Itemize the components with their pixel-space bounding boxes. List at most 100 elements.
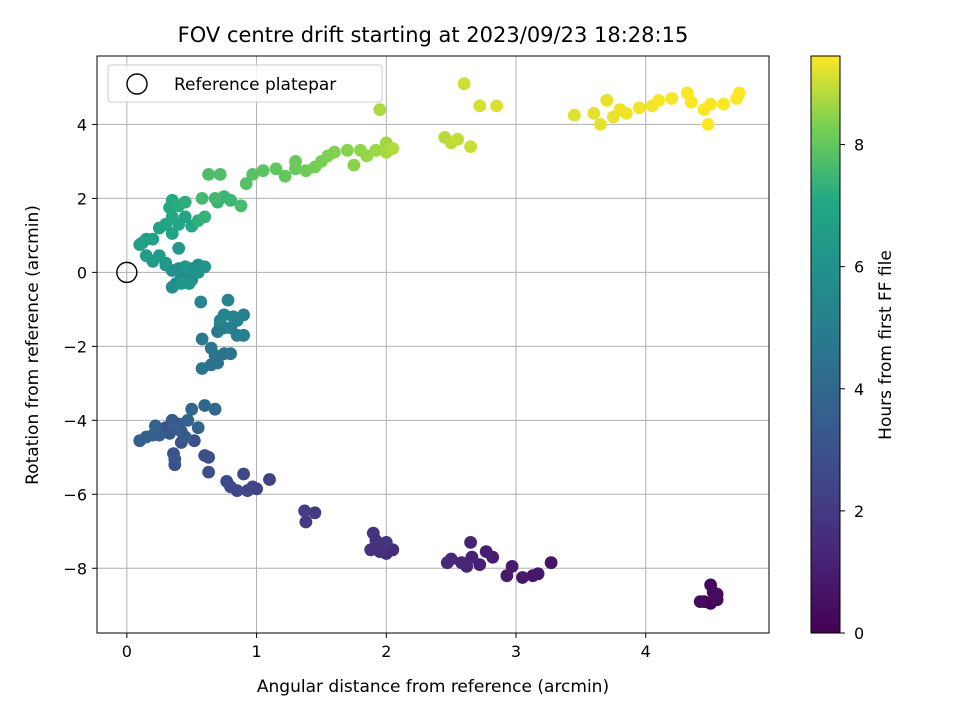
data-point xyxy=(237,328,251,342)
data-point xyxy=(208,192,222,205)
data-point xyxy=(347,158,361,172)
data-point xyxy=(133,434,147,448)
data-point xyxy=(202,168,216,181)
data-point xyxy=(146,232,160,246)
data-point xyxy=(237,308,251,322)
data-point xyxy=(194,295,208,309)
data-point xyxy=(386,142,400,155)
data-point xyxy=(308,506,322,520)
y-axis-ticks: −8 −6 −4 −2 0 2 4 xyxy=(63,115,97,578)
data-point xyxy=(693,595,707,608)
data-point xyxy=(455,556,468,570)
data-point xyxy=(221,293,235,307)
data-point xyxy=(464,536,477,549)
data-point xyxy=(246,168,260,181)
data-point xyxy=(526,569,540,583)
data-point xyxy=(168,458,182,472)
data-point xyxy=(198,449,212,462)
data-point xyxy=(191,421,205,435)
data-point xyxy=(500,569,514,583)
reference-platepar-marker xyxy=(116,261,138,284)
data-point xyxy=(632,101,646,115)
data-point xyxy=(587,106,601,120)
data-point xyxy=(239,177,253,191)
colorbar-tick-label: 0 xyxy=(854,624,864,643)
data-point xyxy=(198,399,212,412)
data-point xyxy=(139,249,153,263)
y-tick-label: 0 xyxy=(77,263,87,282)
data-point xyxy=(364,543,378,557)
data-point xyxy=(665,92,679,105)
data-point xyxy=(652,94,666,107)
y-tick-label: −6 xyxy=(63,485,87,504)
data-point xyxy=(684,95,698,109)
y-tick-label: −2 xyxy=(63,337,87,356)
data-point xyxy=(619,106,633,120)
data-point xyxy=(328,145,341,159)
data-point xyxy=(544,556,558,570)
data-point xyxy=(178,195,192,209)
data-point xyxy=(168,419,182,433)
data-point xyxy=(234,199,248,213)
data-point xyxy=(369,143,383,157)
data-point xyxy=(263,473,276,486)
data-point xyxy=(198,210,212,224)
data-point xyxy=(473,99,487,113)
data-point xyxy=(224,193,238,207)
data-point xyxy=(451,132,464,146)
data-point xyxy=(149,419,162,433)
data-point xyxy=(366,526,380,540)
data-point xyxy=(298,504,311,518)
data-point xyxy=(373,103,387,116)
y-tick-label: −8 xyxy=(63,559,87,578)
data-point xyxy=(195,192,209,205)
colorbar-gradient xyxy=(810,55,841,634)
data-point xyxy=(167,447,180,460)
data-point xyxy=(204,341,218,355)
colorbar-tick-label: 4 xyxy=(854,380,864,399)
y-tick-label: −4 xyxy=(63,411,87,430)
colorbar-tick-label: 6 xyxy=(854,258,864,277)
data-point xyxy=(241,484,254,497)
data-point xyxy=(181,413,195,427)
legend-box xyxy=(107,64,383,103)
data-point xyxy=(178,430,192,444)
data-point xyxy=(202,465,216,479)
data-point xyxy=(479,545,493,558)
data-point xyxy=(185,402,199,416)
data-point xyxy=(732,86,746,100)
y-tick-label: 2 xyxy=(77,189,87,208)
colorbar-ticks: 0 2 4 6 8 xyxy=(840,136,864,643)
data-point xyxy=(213,314,227,327)
x-axis-label: Angular distance from reference (arcmin) xyxy=(257,677,609,697)
data-point xyxy=(568,108,581,122)
data-point xyxy=(220,475,234,488)
data-point xyxy=(269,162,283,176)
legend-marker-icon xyxy=(126,73,148,95)
colorbar: 0 2 4 6 8 Hours from first FF file xyxy=(810,55,896,643)
data-point xyxy=(195,332,209,346)
data-point xyxy=(136,236,149,250)
colorbar-label: Hours from first FF file xyxy=(876,250,896,440)
x-axis-ticks: 0 1 2 3 4 xyxy=(122,633,651,661)
data-point xyxy=(341,143,354,157)
data-point xyxy=(464,140,477,154)
x-tick-label: 0 xyxy=(122,642,132,661)
data-point xyxy=(198,260,212,274)
data-point xyxy=(256,164,270,178)
data-point xyxy=(379,536,393,549)
data-point xyxy=(710,587,724,601)
data-point xyxy=(717,97,730,111)
data-point xyxy=(704,97,717,111)
colorbar-tick-label: 2 xyxy=(854,502,864,521)
x-tick-label: 4 xyxy=(641,642,651,661)
data-point xyxy=(490,99,503,113)
data-point xyxy=(440,556,454,570)
y-tick-label: 4 xyxy=(77,115,87,134)
data-point xyxy=(178,210,192,224)
data-point xyxy=(505,560,519,573)
scatter-points xyxy=(116,77,746,610)
data-point xyxy=(224,347,238,361)
data-point xyxy=(299,515,313,529)
